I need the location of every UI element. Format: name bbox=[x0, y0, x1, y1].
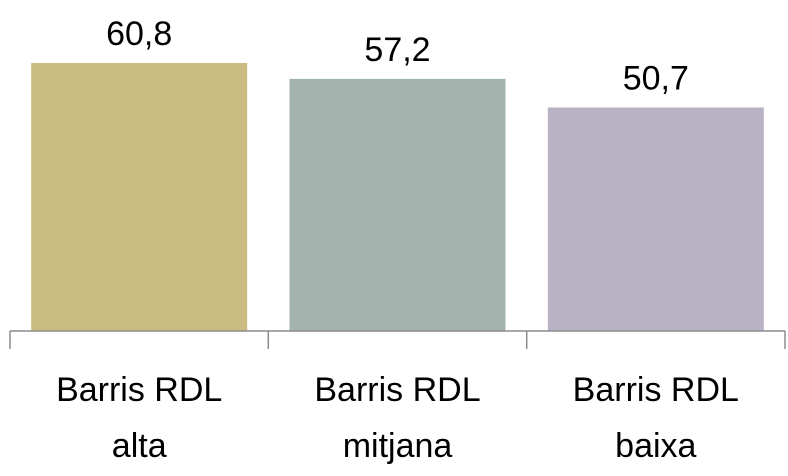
category-label-line: mitjana bbox=[343, 427, 453, 465]
bars bbox=[31, 63, 764, 332]
data-label-2: 57,2 bbox=[364, 31, 430, 69]
category-label-line: baixa bbox=[615, 427, 696, 465]
category-label-line: Barris RDL bbox=[314, 371, 480, 409]
category-label-line: Barris RDL bbox=[56, 371, 222, 409]
category-label-line: Barris RDL bbox=[573, 371, 739, 409]
data-label-1: 60,8 bbox=[106, 15, 172, 53]
data-label-3: 50,7 bbox=[623, 60, 689, 98]
category-label-3: Barris RDL baixa bbox=[573, 371, 739, 465]
bar-3 bbox=[547, 107, 764, 331]
bar-1 bbox=[31, 63, 248, 331]
bar-2 bbox=[289, 78, 506, 332]
x-axis bbox=[9, 330, 786, 349]
category-label-2: Barris RDL mitjana bbox=[314, 371, 480, 465]
category-label-1: Barris RDL alta bbox=[56, 371, 222, 465]
category-label-line: alta bbox=[112, 427, 167, 465]
value-labels: 60,8 57,2 50,7 bbox=[106, 15, 689, 98]
